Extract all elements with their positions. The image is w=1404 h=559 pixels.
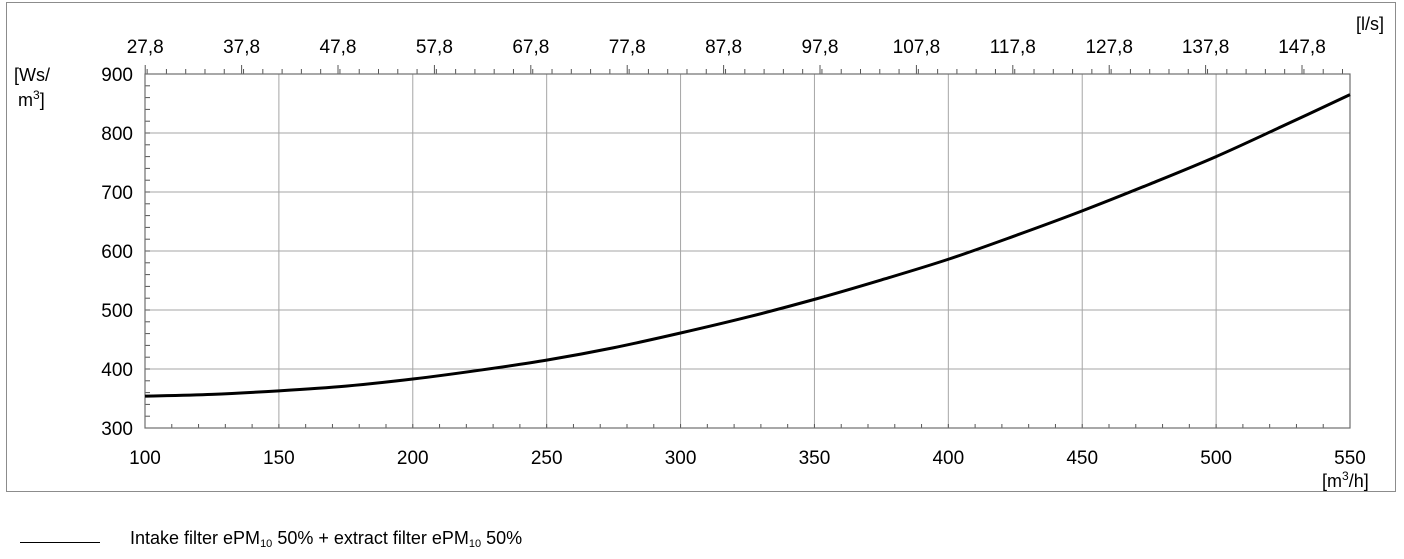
y-tick-label: 900 — [101, 65, 133, 86]
x-tick-label: 400 — [932, 448, 964, 469]
series-layer — [144, 93, 1351, 398]
x-tick-label: 200 — [397, 448, 429, 469]
x-tick-label: 550 — [1334, 448, 1366, 469]
y-tick-label: 700 — [101, 183, 133, 204]
y-axis-unit-line1: [Ws/ — [14, 65, 50, 85]
y-tick-label: 400 — [101, 360, 133, 381]
x-tick-label: 100 — [129, 448, 161, 469]
top-tick-label: 137,8 — [1182, 37, 1230, 58]
top-tick-label: 97,8 — [802, 37, 839, 58]
x-tick-label: 350 — [799, 448, 831, 469]
legend-line-swatch — [20, 542, 100, 543]
x-axis-unit: [m3/h] — [1322, 469, 1369, 491]
y-tick-label: 800 — [101, 124, 133, 145]
top-tick-label: 47,8 — [320, 37, 357, 58]
top-tick-label: 67,8 — [512, 37, 549, 58]
top-axis-unit: [l/s] — [1356, 14, 1384, 34]
x-tick-label: 300 — [665, 448, 697, 469]
top-tick-label: 107,8 — [893, 37, 941, 58]
chart-frame — [6, 2, 1396, 492]
top-tick-label: 37,8 — [223, 37, 260, 58]
y-tick-label: 500 — [101, 301, 133, 322]
y-axis-unit-line2: m3] — [18, 88, 45, 110]
y-tick-label: 300 — [101, 419, 133, 440]
legend: Intake filter ePM10 50% + extract filter… — [20, 525, 920, 555]
top-tick-label: 57,8 — [416, 37, 453, 58]
top-tick-label: 27,8 — [127, 37, 164, 58]
axis-units: [l/s] [Ws/ m3] [m3/h] — [14, 14, 1384, 491]
axes — [144, 73, 1351, 429]
x-tick-label: 500 — [1200, 448, 1232, 469]
top-tick-label: 127,8 — [1085, 37, 1133, 58]
minor-ticks — [144, 65, 1351, 429]
x-tick-label: 450 — [1066, 448, 1098, 469]
x-tick-label: 250 — [531, 448, 563, 469]
grid — [145, 74, 1350, 428]
x-tick-label: 150 — [263, 448, 295, 469]
plot-area-border — [144, 73, 1351, 429]
top-tick-label: 87,8 — [705, 37, 742, 58]
chart: 300 400 500 600 700 800 900 100 150 200 250 300 350 4… — [14, 14, 1384, 491]
legend-label: Intake filter ePM10 50% + extract filter… — [130, 528, 523, 550]
top-tick-label: 117,8 — [990, 37, 1036, 58]
top-tick-label: 147,8 — [1278, 37, 1326, 58]
series-line — [144, 93, 1351, 398]
y-tick-label: 600 — [101, 242, 133, 263]
tick-labels: 300 400 500 600 700 800 900 100 150 200 250 300 350 4… — [101, 37, 1366, 469]
top-tick-label: 77,8 — [609, 37, 646, 58]
